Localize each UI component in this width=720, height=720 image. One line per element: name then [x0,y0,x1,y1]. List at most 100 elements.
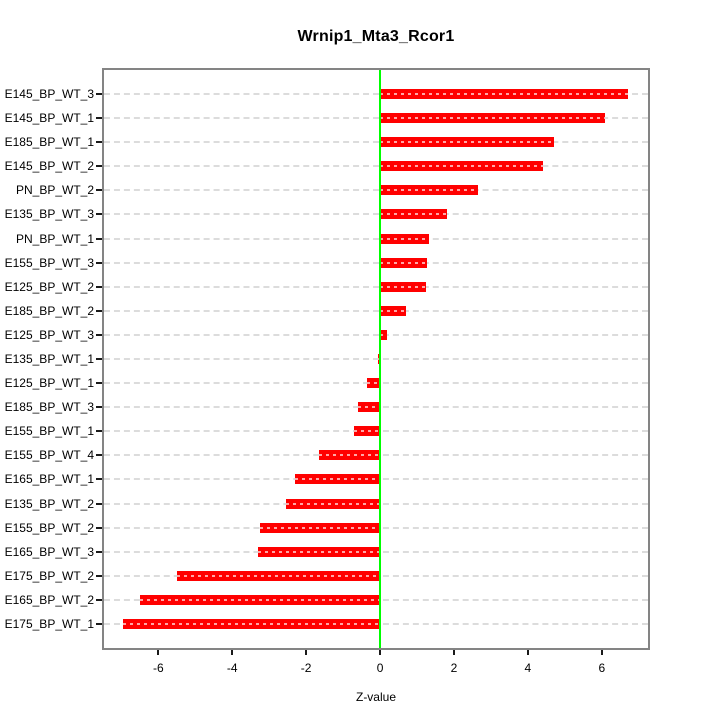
x-tick-label: 4 [524,661,532,675]
y-tick [96,189,102,192]
y-axis-category-label: E185_BP_WT_2 [4,303,94,318]
bar-dash-pattern [380,117,606,120]
y-axis-category-label: E175_BP_WT_1 [4,617,94,631]
gridline [104,358,648,360]
bar-dash-pattern [380,189,478,192]
x-tick-label: -2 [300,661,312,675]
x-tick [452,650,455,655]
gridline [104,237,648,240]
bar-dash-pattern [380,333,388,336]
y-tick [96,478,102,481]
y-axis-category-label: E185_BP_WT_1 [4,135,94,150]
y-axis-category-label: E155_BP_WT_2 [4,520,94,535]
x-tick-label: 6 [598,661,606,675]
y-tick [96,550,102,553]
bar-dash-pattern [285,502,381,505]
bar [319,450,381,461]
bar [354,426,381,437]
y-tick [96,574,102,577]
gridline [104,141,648,144]
x-tick [600,650,603,655]
bar-dash-pattern [176,574,381,577]
y-axis-category-label: E155_BP_WT_3 [4,255,94,270]
y-tick [96,358,102,360]
bar [367,378,381,389]
y-tick [96,117,102,120]
x-tick [231,650,234,655]
bar-dash-pattern [139,598,381,601]
x-tick [157,650,160,655]
bar [139,594,381,605]
bar [176,570,381,581]
gridline [104,189,648,192]
bar-dash-pattern [380,261,427,264]
bar [380,305,406,316]
y-tick [96,406,102,409]
x-tick-label: 2 [450,661,458,675]
bar-dash-pattern [380,309,406,312]
y-tick [96,454,102,457]
bar-dash-pattern [319,454,381,457]
y-axis-category-label: E165_BP_WT_1 [4,472,94,487]
y-tick [96,502,102,505]
gridline [104,309,648,312]
bar-dash-pattern [380,237,430,240]
bar [258,546,381,557]
chart-title: Wrnip1_Mta3_Rcor1 [297,28,455,45]
bar-dash-pattern [380,285,426,288]
bar-dash-pattern [380,93,628,95]
bar [380,257,427,268]
bar [380,281,426,292]
y-tick [96,165,102,168]
y-axis-category-label: E135_BP_WT_1 [4,352,94,366]
gridline [104,93,648,95]
bar [380,329,388,340]
gridline [104,285,648,288]
x-tick-label: 0 [376,661,384,675]
bar [285,498,381,509]
bar [380,185,478,196]
y-axis-category-label: E165_BP_WT_3 [4,544,94,559]
y-tick [96,526,102,529]
bar [380,233,430,244]
zero-reference-line [379,70,382,648]
y-tick [96,285,102,288]
y-axis-category-label: E125_BP_WT_2 [4,279,94,294]
bar [380,89,628,99]
y-tick [96,213,102,216]
y-axis-category-label: E155_BP_WT_4 [4,448,94,463]
gridline [104,165,648,168]
bar-dash-pattern [367,382,381,385]
gridline [104,333,648,336]
y-tick [96,598,102,601]
bar [380,113,606,124]
y-tick [96,333,102,336]
plot-area [102,68,650,650]
bar [357,402,381,413]
bar-dash-pattern [380,141,554,144]
x-tick [305,650,308,655]
y-axis-category-label: E145_BP_WT_2 [4,159,94,174]
bar [380,161,543,172]
y-tick [96,261,102,264]
y-tick [96,623,102,625]
bar-dash-pattern [380,213,447,216]
y-tick [96,237,102,240]
y-axis-category-label: E135_BP_WT_3 [4,207,94,222]
bar [380,137,554,148]
y-axis-category-label: E125_BP_WT_3 [4,327,94,342]
x-tick [379,650,382,655]
bar-dash-pattern [258,550,381,553]
y-tick [96,430,102,433]
bar [259,522,381,533]
y-axis-category-label: E175_BP_WT_2 [4,568,94,583]
bar-dash-pattern [123,623,381,625]
y-axis-category-label: E165_BP_WT_2 [4,592,94,607]
bar [295,474,381,485]
y-axis-category-label: E125_BP_WT_1 [4,376,94,391]
bar-dash-pattern [295,478,381,481]
bar-dash-pattern [259,526,381,529]
y-axis-category-label: E145_BP_WT_1 [4,111,94,126]
x-tick-label: -6 [152,661,164,675]
